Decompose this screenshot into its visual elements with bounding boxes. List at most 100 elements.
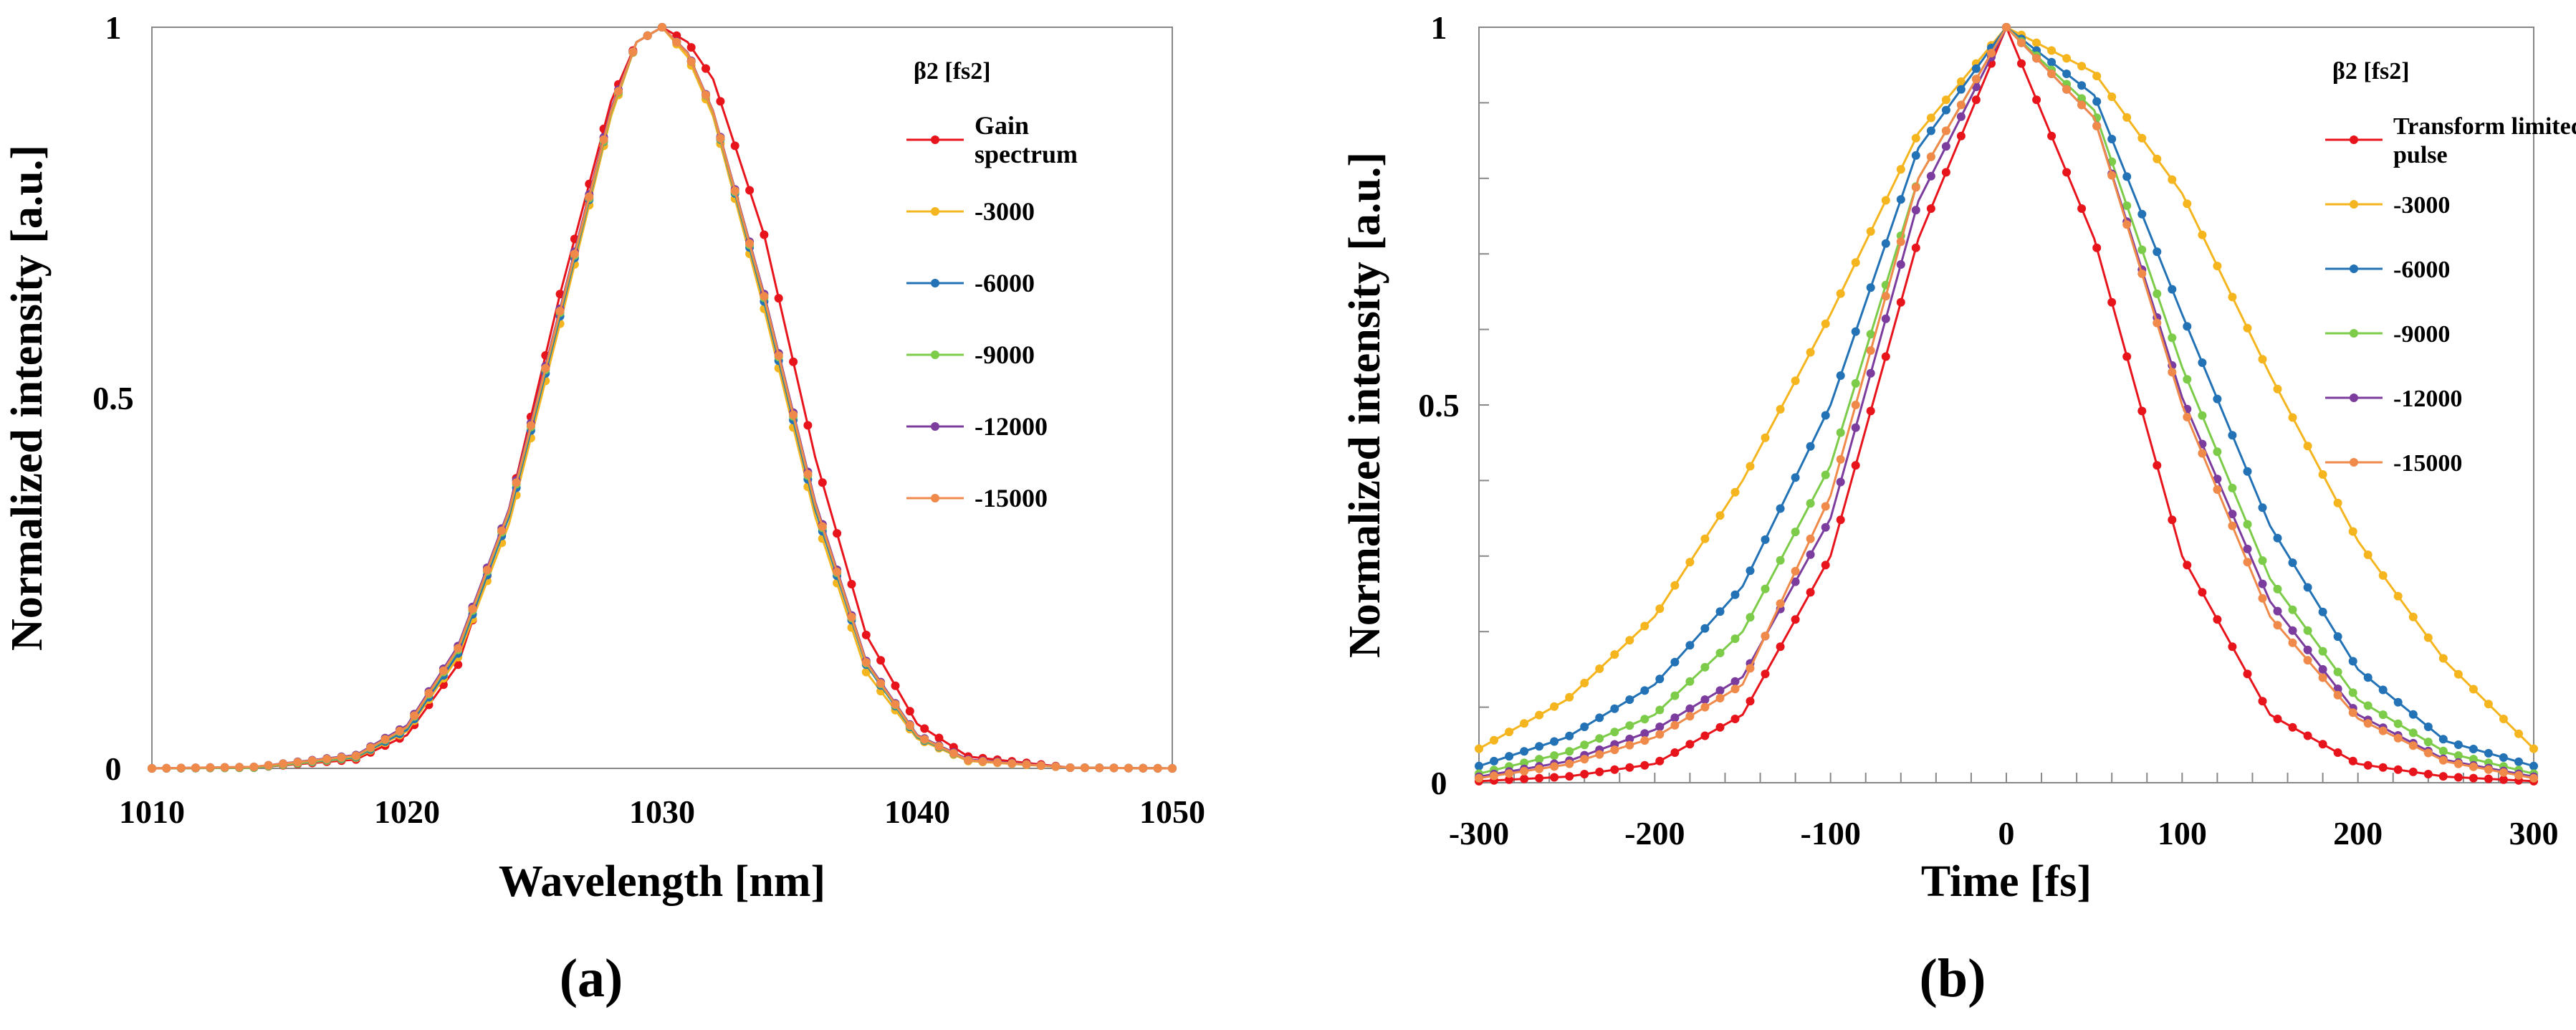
data-point xyxy=(1715,723,1725,732)
data-point xyxy=(1746,462,1755,471)
y-tick-label: 0.5 xyxy=(1418,387,1460,424)
data-point xyxy=(905,720,914,730)
data-point xyxy=(599,135,608,144)
x-tick-label: 1050 xyxy=(1139,793,1205,830)
data-point xyxy=(1535,773,1544,783)
data-point xyxy=(2499,768,2508,777)
data-point xyxy=(1911,151,1920,160)
data-point xyxy=(934,742,944,751)
data-point xyxy=(1791,566,1800,576)
data-point xyxy=(1730,487,1740,497)
data-point xyxy=(2243,323,2252,333)
legend-label: -6000 xyxy=(2393,257,2450,283)
data-point xyxy=(2092,72,2102,81)
data-point xyxy=(1520,747,1529,756)
data-point xyxy=(2393,697,2403,707)
data-point xyxy=(2258,697,2267,706)
data-point xyxy=(1625,763,1634,772)
data-point xyxy=(628,47,638,57)
data-point xyxy=(1700,624,1710,633)
data-point xyxy=(2423,770,2433,778)
data-point xyxy=(1700,534,1710,543)
data-point xyxy=(2378,571,2388,580)
data-point xyxy=(482,566,492,575)
legend-label: Gain xyxy=(975,111,1029,140)
x-axis-label: Time [fs] xyxy=(1921,857,2092,906)
data-point xyxy=(307,756,317,766)
data-point xyxy=(2258,556,2267,566)
data-point xyxy=(1610,704,1619,713)
legend-label: pulse xyxy=(2393,142,2448,168)
data-point xyxy=(1806,442,1815,451)
data-point xyxy=(2107,171,2117,180)
data-point xyxy=(2333,685,2342,693)
x-tick-label: 1040 xyxy=(884,793,950,830)
data-point xyxy=(1640,715,1649,724)
x-tick-label: 1020 xyxy=(374,793,440,830)
legend-swatch-marker xyxy=(931,494,939,502)
data-point xyxy=(1761,584,1770,593)
data-point xyxy=(1580,755,1589,764)
data-point xyxy=(2469,762,2478,771)
data-point xyxy=(351,751,360,760)
data-point xyxy=(1595,734,1604,743)
x-tick-label: 1030 xyxy=(629,793,695,830)
data-point xyxy=(2122,201,2132,210)
data-point xyxy=(1761,433,1770,442)
data-point xyxy=(2077,94,2087,103)
data-point xyxy=(1640,760,1649,770)
data-point xyxy=(1670,581,1680,590)
data-point xyxy=(1821,470,1830,480)
data-point xyxy=(1655,705,1665,715)
data-point xyxy=(395,726,404,735)
data-point xyxy=(2438,755,2448,765)
series-line xyxy=(1478,26,2535,750)
data-point xyxy=(1926,152,1935,161)
data-point xyxy=(2183,412,2192,421)
data-point xyxy=(2273,584,2282,593)
data-point xyxy=(2273,606,2282,616)
data-point xyxy=(1911,133,1920,143)
data-point xyxy=(2453,740,2463,749)
data-point xyxy=(1730,685,1740,694)
data-point xyxy=(2529,744,2538,753)
y-tick-label: 1 xyxy=(105,9,122,46)
data-point xyxy=(730,186,739,196)
data-point xyxy=(2333,748,2342,757)
data-point xyxy=(2243,544,2252,553)
data-point xyxy=(2183,375,2192,384)
data-point xyxy=(2047,46,2057,55)
data-point xyxy=(1715,607,1725,616)
data-point xyxy=(2032,95,2041,105)
data-point xyxy=(2453,759,2463,768)
data-point xyxy=(2499,715,2508,723)
data-point xyxy=(861,658,871,667)
legend-swatch-marker xyxy=(931,207,939,216)
data-point xyxy=(1941,126,1950,135)
data-point xyxy=(2348,527,2357,536)
data-point xyxy=(1625,695,1634,705)
data-point xyxy=(2318,664,2327,674)
data-point xyxy=(337,753,346,762)
data-point xyxy=(978,757,987,766)
data-point xyxy=(716,133,725,143)
data-point xyxy=(1836,428,1845,437)
data-point xyxy=(1610,765,1619,774)
data-point xyxy=(1896,165,1905,174)
data-point xyxy=(2168,175,2177,184)
data-point xyxy=(1475,761,1483,771)
x-tick-label: -200 xyxy=(1624,815,1685,852)
data-point xyxy=(2243,669,2252,679)
data-point xyxy=(424,689,434,698)
data-point xyxy=(2213,447,2222,457)
data-point xyxy=(1700,695,1710,705)
legend-swatch-marker xyxy=(931,135,939,144)
data-point xyxy=(658,23,666,32)
data-point xyxy=(1987,49,1996,58)
data-point xyxy=(1761,535,1770,544)
data-point xyxy=(1836,515,1845,525)
data-point xyxy=(2183,322,2192,331)
data-point xyxy=(1776,555,1785,565)
data-point xyxy=(2499,753,2508,762)
